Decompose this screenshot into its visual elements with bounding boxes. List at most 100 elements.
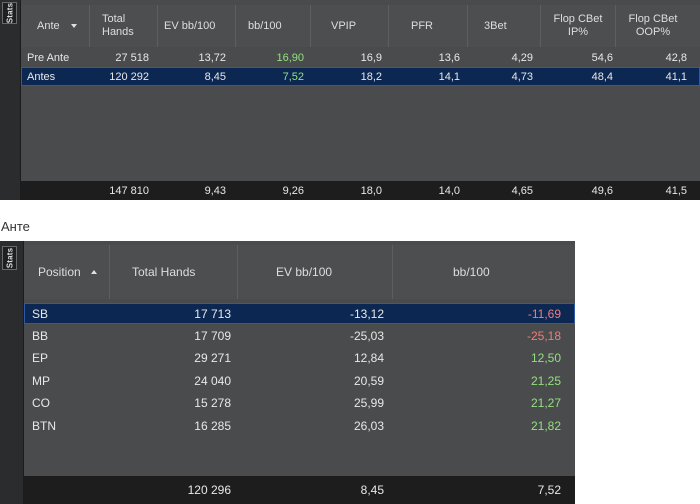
bb100-total: 9,26 bbox=[282, 184, 304, 197]
sort-descending-icon bbox=[70, 24, 77, 28]
column-header-ev-bb100[interactable]: EV bb/100 bbox=[158, 5, 236, 47]
table-row-selected[interactable]: SB 17 713 -13,12 -11,69 bbox=[24, 303, 575, 324]
vpip-total: 18,0 bbox=[360, 184, 382, 197]
column-header-label: EV bb/100 bbox=[276, 264, 333, 279]
column-header-label: bb/100 bbox=[453, 264, 490, 279]
column-header-total-hands[interactable]: Total Hands bbox=[90, 5, 158, 47]
totals-row: 147 810 9,43 9,26 18,0 14,0 4,65 49,6 41… bbox=[21, 181, 700, 200]
table-row[interactable]: BB 17 709 -25,03 -25,18 bbox=[24, 325, 575, 347]
column-header-label: Flop CBet OOP% bbox=[628, 13, 678, 38]
bb100-cell: 21,82 bbox=[530, 418, 561, 433]
column-header-label: PFR bbox=[411, 19, 433, 32]
stats-side-tab-label: Stats bbox=[5, 247, 14, 269]
position-cell: SB bbox=[32, 306, 49, 321]
section-caption: Анте bbox=[1, 219, 30, 234]
ev-bb100-cell: 8,45 bbox=[204, 70, 226, 83]
ev-bb100-cell: 12,84 bbox=[353, 351, 384, 365]
total-hands-sum: 147 810 bbox=[109, 184, 149, 197]
pfr-cell: 13,6 bbox=[438, 51, 460, 64]
stats-side-tab[interactable]: Stats bbox=[2, 246, 17, 270]
table-row-selected[interactable]: Antes 120 292 8,45 7,52 18,2 14,1 4,73 4… bbox=[21, 67, 700, 86]
totals-row: 120 296 8,45 7,52 bbox=[24, 476, 575, 504]
bb100-cell: 21,27 bbox=[530, 396, 561, 410]
vpip-cell: 18,2 bbox=[360, 70, 382, 83]
total-hands-cell: 17 713 bbox=[194, 306, 231, 321]
ev-bb100-cell: 20,59 bbox=[353, 373, 384, 388]
stats-side-tab-label: Stats bbox=[5, 2, 14, 24]
position-stats-panel: Stats Position Total Hands EV bb/100 bb/… bbox=[0, 241, 575, 504]
column-header-ev-bb100[interactable]: EV bb/100 bbox=[238, 245, 393, 299]
row-label: Antes bbox=[27, 70, 56, 83]
pfr-total: 14,0 bbox=[438, 184, 460, 197]
table-row[interactable]: BTN 16 285 26,03 21,82 bbox=[24, 414, 575, 437]
position-cell: BB bbox=[32, 329, 49, 343]
row-label: Pre Ante bbox=[27, 51, 70, 64]
column-header-flop-cbet-ip[interactable]: Flop CBet IP% bbox=[541, 5, 616, 47]
position-cell: CO bbox=[32, 396, 50, 410]
total-hands-cell: 29 271 bbox=[194, 351, 231, 365]
pfr-cell: 14,1 bbox=[438, 70, 460, 83]
column-header-label: Total Hands bbox=[102, 13, 134, 38]
column-header-label: Ante bbox=[37, 19, 60, 32]
table-row[interactable]: MP 24 040 20,59 21,25 bbox=[24, 369, 575, 392]
bb100-cell: 16,90 bbox=[276, 51, 304, 64]
position-table-header: Position Total Hands EV bb/100 bb/100 bbox=[24, 245, 575, 299]
total-hands-cell: 16 285 bbox=[194, 418, 231, 433]
column-header-label: Position bbox=[38, 264, 81, 279]
stats-side-tab[interactable]: Stats bbox=[2, 2, 17, 24]
position-cell: BTN bbox=[32, 418, 56, 433]
3bet-total: 4,65 bbox=[511, 184, 533, 197]
bb100-cell: 12,50 bbox=[530, 351, 561, 365]
flop-cbet-ip-cell: 54,6 bbox=[591, 51, 613, 64]
3bet-cell: 4,29 bbox=[511, 51, 533, 64]
flop-cbet-oop-cell: 41,1 bbox=[665, 70, 687, 83]
flop-cbet-ip-cell: 48,4 bbox=[591, 70, 613, 83]
position-cell: EP bbox=[32, 351, 49, 365]
ante-table-header: Ante Total Hands EV bb/100 bb/100 VPIP P… bbox=[21, 5, 700, 47]
ev-bb100-total: 9,43 bbox=[204, 184, 226, 197]
table-row[interactable]: EP 29 271 12,84 12,50 bbox=[24, 347, 575, 369]
table-row[interactable]: CO 15 278 25,99 21,27 bbox=[24, 392, 575, 414]
column-header-label: bb/100 bbox=[248, 19, 282, 32]
column-header-flop-cbet-oop[interactable]: Flop CBet OOP% bbox=[616, 5, 700, 47]
column-header-vpip[interactable]: VPIP bbox=[311, 5, 389, 47]
total-hands-cell: 24 040 bbox=[194, 373, 231, 388]
bb100-cell: -11,69 bbox=[527, 306, 561, 321]
column-header-bb100[interactable]: bb/100 bbox=[393, 245, 575, 299]
bb100-cell: 21,25 bbox=[530, 373, 561, 388]
ev-bb100-cell: -25,03 bbox=[349, 329, 384, 343]
column-header-total-hands[interactable]: Total Hands bbox=[110, 245, 238, 299]
column-header-bb100[interactable]: bb/100 bbox=[236, 5, 311, 47]
table-row[interactable]: Pre Ante 27 518 13,72 16,90 16,9 13,6 4,… bbox=[21, 48, 700, 67]
ev-bb100-total: 8,45 bbox=[360, 483, 384, 497]
ante-stats-panel: Stats Ante Total Hands EV bb/100 bb/100 … bbox=[0, 0, 700, 200]
ev-bb100-cell: 13,72 bbox=[198, 51, 226, 64]
column-header-label: 3Bet bbox=[484, 19, 507, 32]
panel-side-bar: Stats bbox=[0, 241, 24, 504]
column-header-position[interactable]: Position bbox=[24, 245, 110, 299]
total-hands-cell: 27 518 bbox=[115, 51, 149, 64]
column-header-label: EV bb/100 bbox=[164, 19, 216, 32]
total-hands-sum: 120 296 bbox=[187, 483, 231, 497]
flop-cbet-oop-total: 41,5 bbox=[665, 184, 687, 197]
position-cell: MP bbox=[32, 373, 50, 388]
column-header-label: VPIP bbox=[331, 19, 357, 32]
total-hands-cell: 17 709 bbox=[194, 329, 231, 343]
column-header-3bet[interactable]: 3Bet bbox=[468, 5, 541, 47]
total-hands-cell: 120 292 bbox=[109, 70, 149, 83]
flop-cbet-oop-cell: 42,8 bbox=[665, 51, 687, 64]
vpip-cell: 16,9 bbox=[360, 51, 382, 64]
total-hands-cell: 15 278 bbox=[194, 396, 231, 410]
bb100-cell: 7,52 bbox=[282, 70, 304, 83]
3bet-cell: 4,73 bbox=[511, 70, 533, 83]
ev-bb100-cell: 25,99 bbox=[353, 396, 384, 410]
flop-cbet-ip-total: 49,6 bbox=[591, 184, 613, 197]
bb100-total: 7,52 bbox=[537, 483, 561, 497]
ev-bb100-cell: -13,12 bbox=[349, 306, 384, 321]
ev-bb100-cell: 26,03 bbox=[353, 418, 384, 433]
column-header-pfr[interactable]: PFR bbox=[389, 5, 468, 47]
column-header-ante[interactable]: Ante bbox=[21, 5, 90, 47]
panel-side-bar: Stats bbox=[0, 0, 21, 200]
bb100-cell: -25,18 bbox=[526, 329, 561, 343]
column-header-label: Total Hands bbox=[132, 264, 196, 279]
